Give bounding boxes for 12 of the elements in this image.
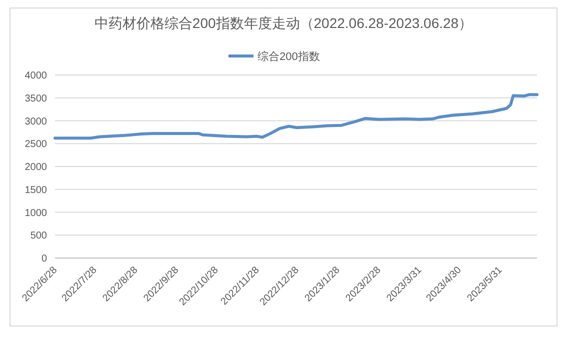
y-tick-label: 4000 <box>24 70 48 82</box>
y-tick-label: 0 <box>41 254 48 264</box>
y-tick-label: 2500 <box>24 139 48 150</box>
y-tick-label: 1500 <box>24 184 48 196</box>
line-series <box>54 93 538 140</box>
legend-label: 综合200指数 <box>258 50 320 63</box>
chart-title: 中药材价格综合200指数年度走动（2022.06.28-2023.06.28） <box>94 15 473 31</box>
y-tick-label: 500 <box>30 230 48 242</box>
y-tick-label: 3000 <box>24 116 48 128</box>
y-tick-label: 1000 <box>24 208 48 219</box>
y-tick-label: 2000 <box>24 162 48 173</box>
y-tick-label: 3500 <box>24 93 48 104</box>
